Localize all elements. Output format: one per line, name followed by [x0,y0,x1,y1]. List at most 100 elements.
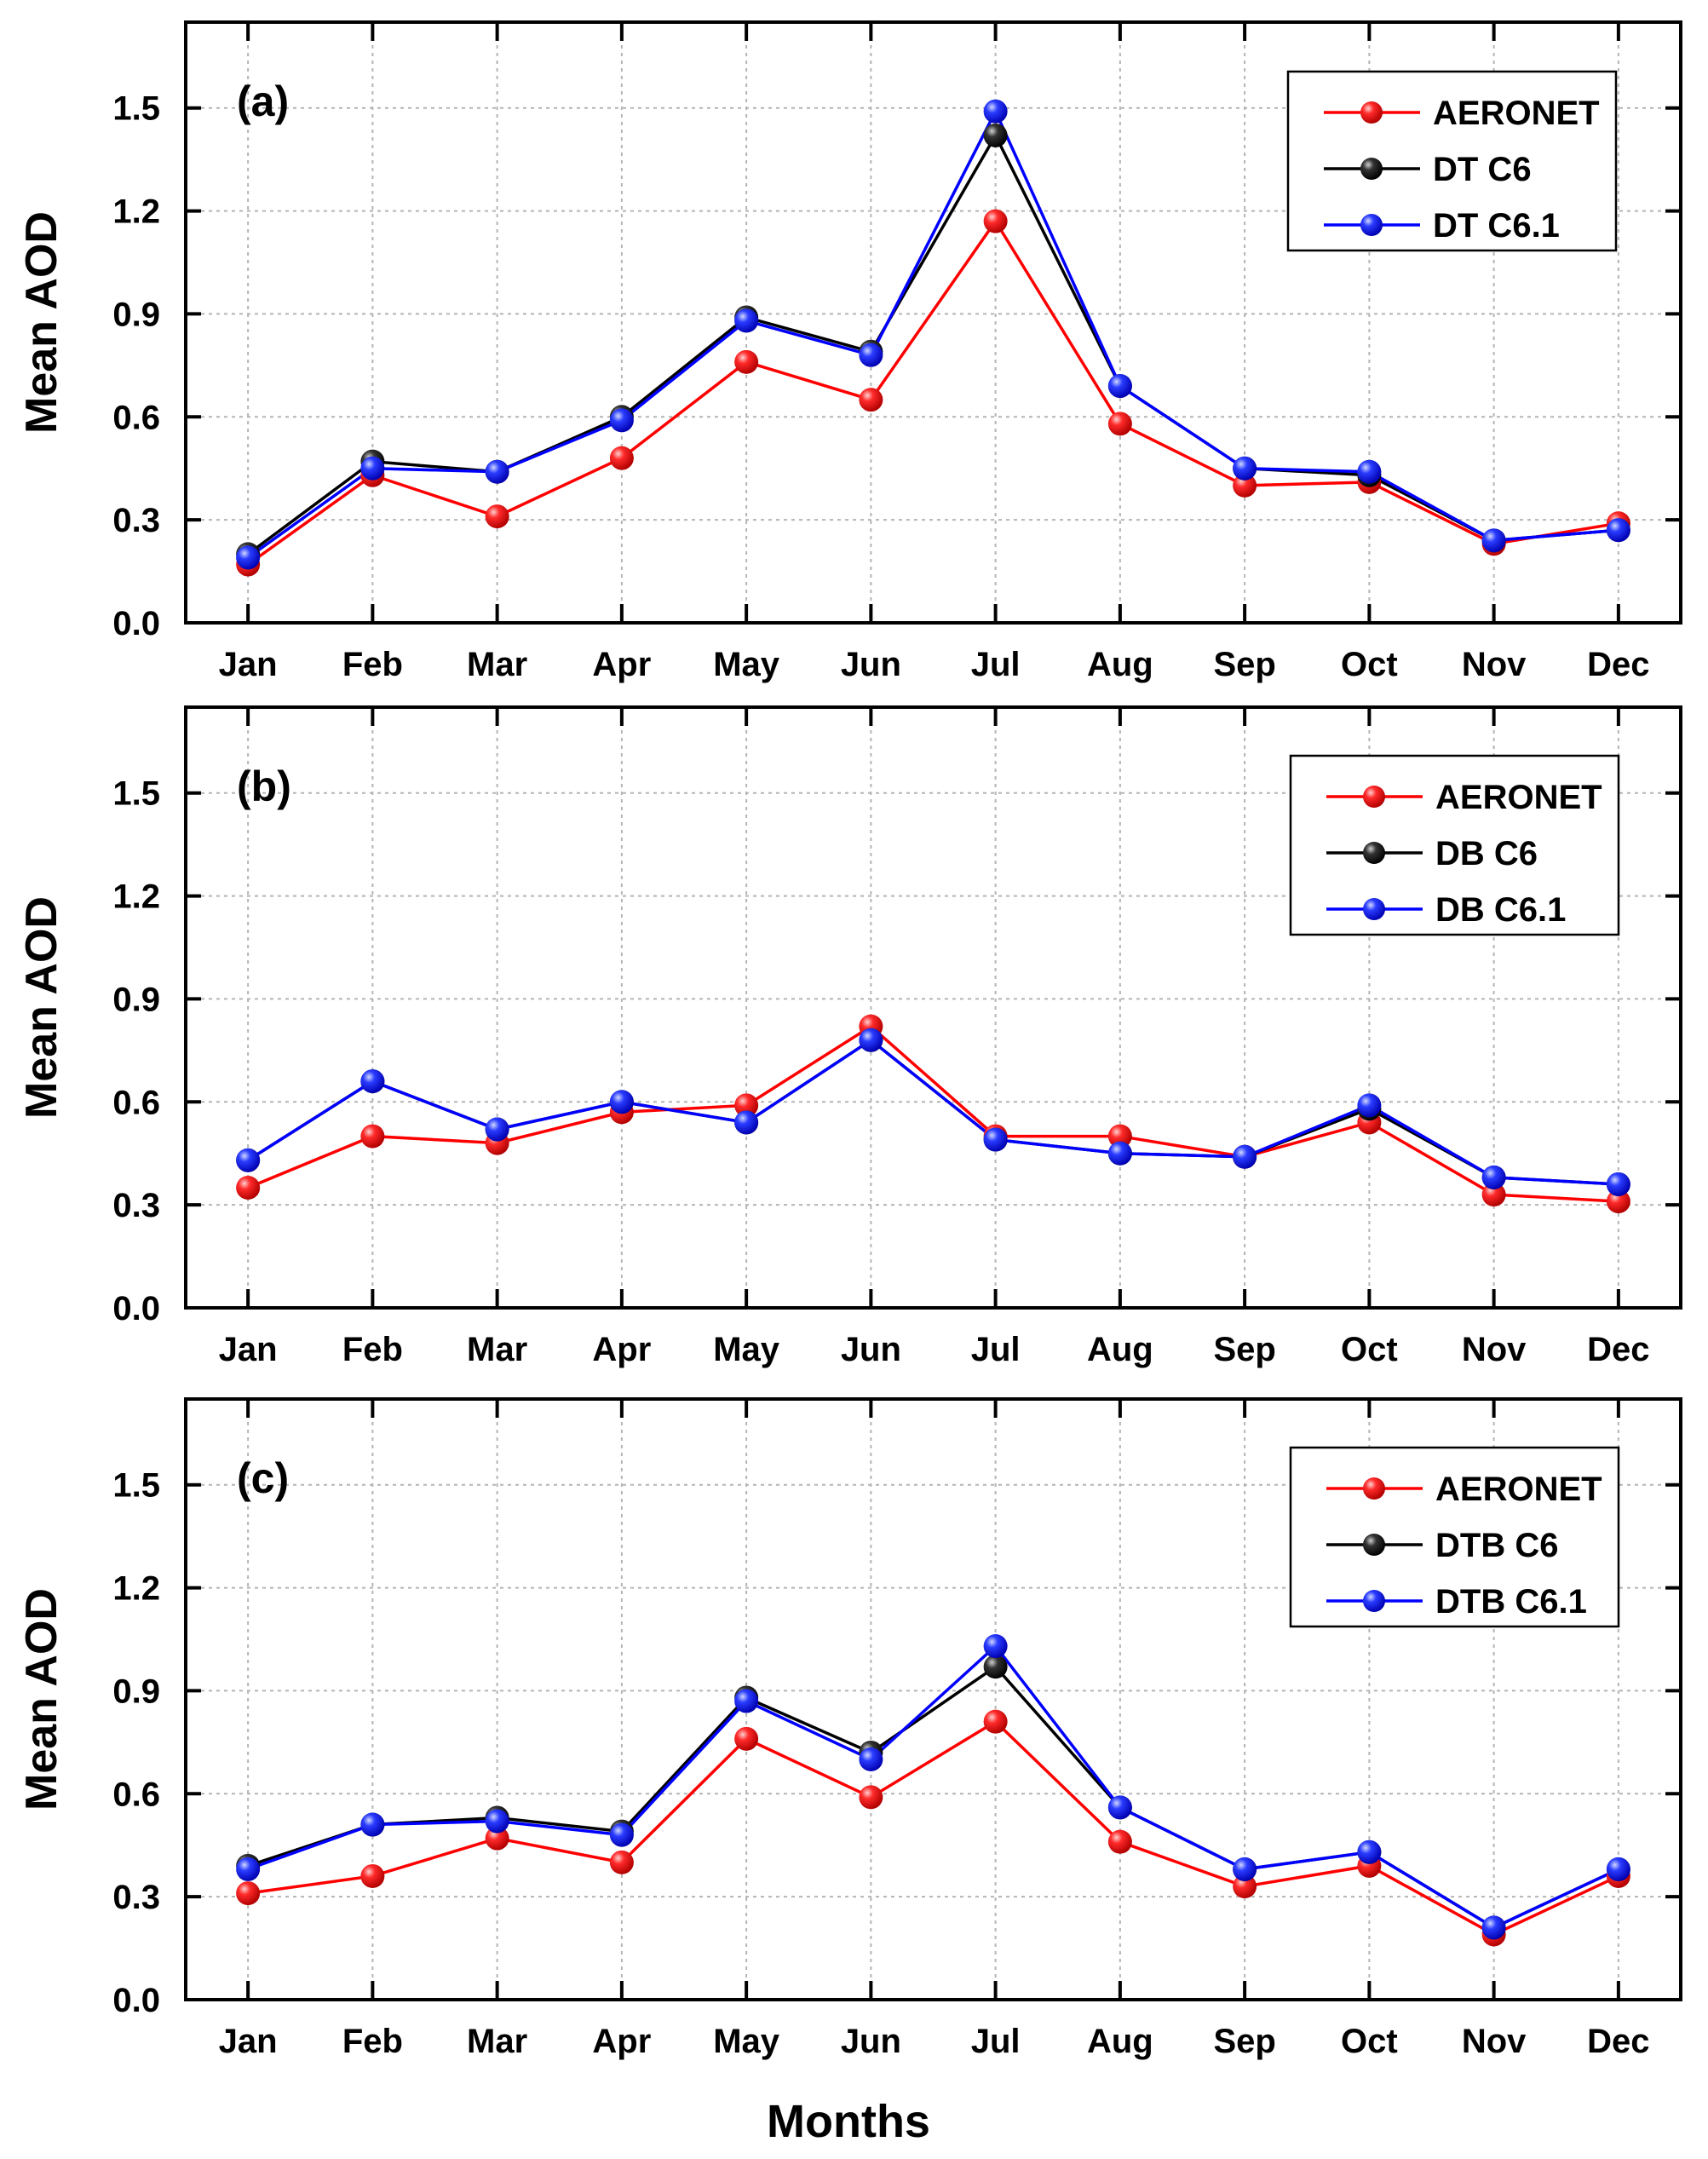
x-tick-label: Aug [1087,1331,1153,1368]
x-tick-label: Jun [841,1331,901,1368]
data-point [1606,1189,1630,1214]
legend-marker [1363,1534,1385,1556]
panel-label: (a) [237,78,289,125]
legend-label: AERONET [1435,779,1602,816]
y-tick-label: 0.6 [112,1776,160,1813]
legend-marker [1363,898,1385,920]
data-point [1107,374,1132,399]
y-tick-label: 1.2 [112,193,160,231]
legend-marker [1360,101,1383,124]
panel-label: (b) [237,763,291,810]
x-tick-label: Jul [971,2023,1021,2060]
data-point [236,1176,261,1200]
legend-marker [1360,214,1383,236]
x-tick-label: Jun [841,2023,901,2060]
x-tick-label: Mar [467,1331,527,1368]
data-point [734,308,759,333]
x-tick-label: Dec [1587,1331,1649,1368]
series-line [247,1644,1619,1930]
x-tick-label: Oct [1341,2023,1398,2060]
data-point [1107,1141,1132,1166]
x-tick-label: Nov [1462,2023,1527,2060]
y-tick-label: 0.0 [112,605,160,642]
x-tick-label: Dec [1587,2023,1649,2060]
y-axis-title: Mean AOD [17,1588,66,1811]
legend-marker [1363,786,1385,808]
data-point [609,408,634,433]
x-tick-label: Sep [1213,1331,1275,1368]
data-point [1481,1915,1506,1940]
legend-box [1286,70,1618,252]
data-point [236,1857,261,1881]
data-point [1606,518,1630,543]
data-point [983,99,1008,124]
y-tick-label: 1.5 [112,775,160,813]
y-tick-label: 1.2 [112,1570,160,1608]
y-tick-label: 0.9 [112,296,160,333]
data-point [734,1093,759,1118]
y-tick-label: 0.3 [112,1187,160,1224]
plot-frame [184,20,1682,625]
data-point [1606,1857,1630,1881]
legend-marker [1363,842,1385,864]
data-point [236,1881,261,1906]
legend-label: DTB C6.1 [1435,1583,1587,1621]
y-tick-label: 0.3 [112,502,160,539]
data-point [1606,1172,1630,1196]
data-point [360,456,385,481]
x-tick-label: Jul [971,1331,1021,1368]
data-point [983,1127,1008,1152]
legend-box [1289,1446,1620,1628]
legend-label: AERONET [1435,1471,1602,1508]
x-tick-label: Jan [219,646,278,683]
x-axis-title: Months [767,2096,930,2147]
data-point [983,1634,1008,1659]
x-tick-label: Jul [971,646,1021,683]
data-point [485,459,509,484]
legend-label: DB C6 [1435,835,1538,872]
data-point [983,123,1008,147]
x-tick-label: Nov [1462,646,1527,683]
data-point [609,446,634,470]
data-point [1357,1093,1382,1118]
data-point [1107,1829,1132,1854]
legend-marker [1363,1590,1385,1612]
series-line [247,218,1619,566]
x-tick-label: Mar [467,2023,527,2060]
data-point [1233,1857,1257,1881]
data-point [1233,1874,1257,1899]
x-tick-label: Apr [592,1331,651,1368]
x-tick-label: May [713,1331,780,1368]
data-point [1107,1795,1132,1820]
x-tick-label: Aug [1087,646,1153,683]
legend-box [1289,754,1620,936]
x-tick-label: Oct [1341,646,1398,683]
data-point [485,504,509,529]
data-point [734,1726,759,1751]
panel-a: 0.0 0.3 0.6 0.9 1.2 1.5 Jan Feb Mar Apr May Jun Jul A… [17,20,1682,683]
data-point [734,1110,759,1135]
data-point [1481,1183,1506,1207]
legend-label: DB C6.1 [1435,891,1566,929]
x-tick-label: Feb [342,2023,403,2060]
data-point [236,545,261,570]
y-axis-title: Mean AOD [17,896,66,1119]
x-tick-label: Jan [219,1331,278,1368]
data-point [1107,412,1132,436]
x-tick-label: Apr [592,2023,651,2060]
x-tick-label: Oct [1341,1331,1398,1368]
data-point [859,388,883,412]
x-tick-label: Nov [1462,1331,1527,1368]
data-point [1107,1124,1132,1149]
x-tick-label: Dec [1587,646,1649,683]
legend-label: AERONET [1433,95,1600,132]
data-point [485,1809,509,1834]
y-tick-label: 1.5 [112,1467,160,1505]
x-tick-label: May [713,646,780,683]
series-line [247,107,1619,559]
x-tick-label: Feb [342,1331,403,1368]
legend-label: DTB C6 [1435,1527,1558,1564]
legend-label: DT C6 [1433,151,1532,188]
data-point [236,1148,261,1172]
